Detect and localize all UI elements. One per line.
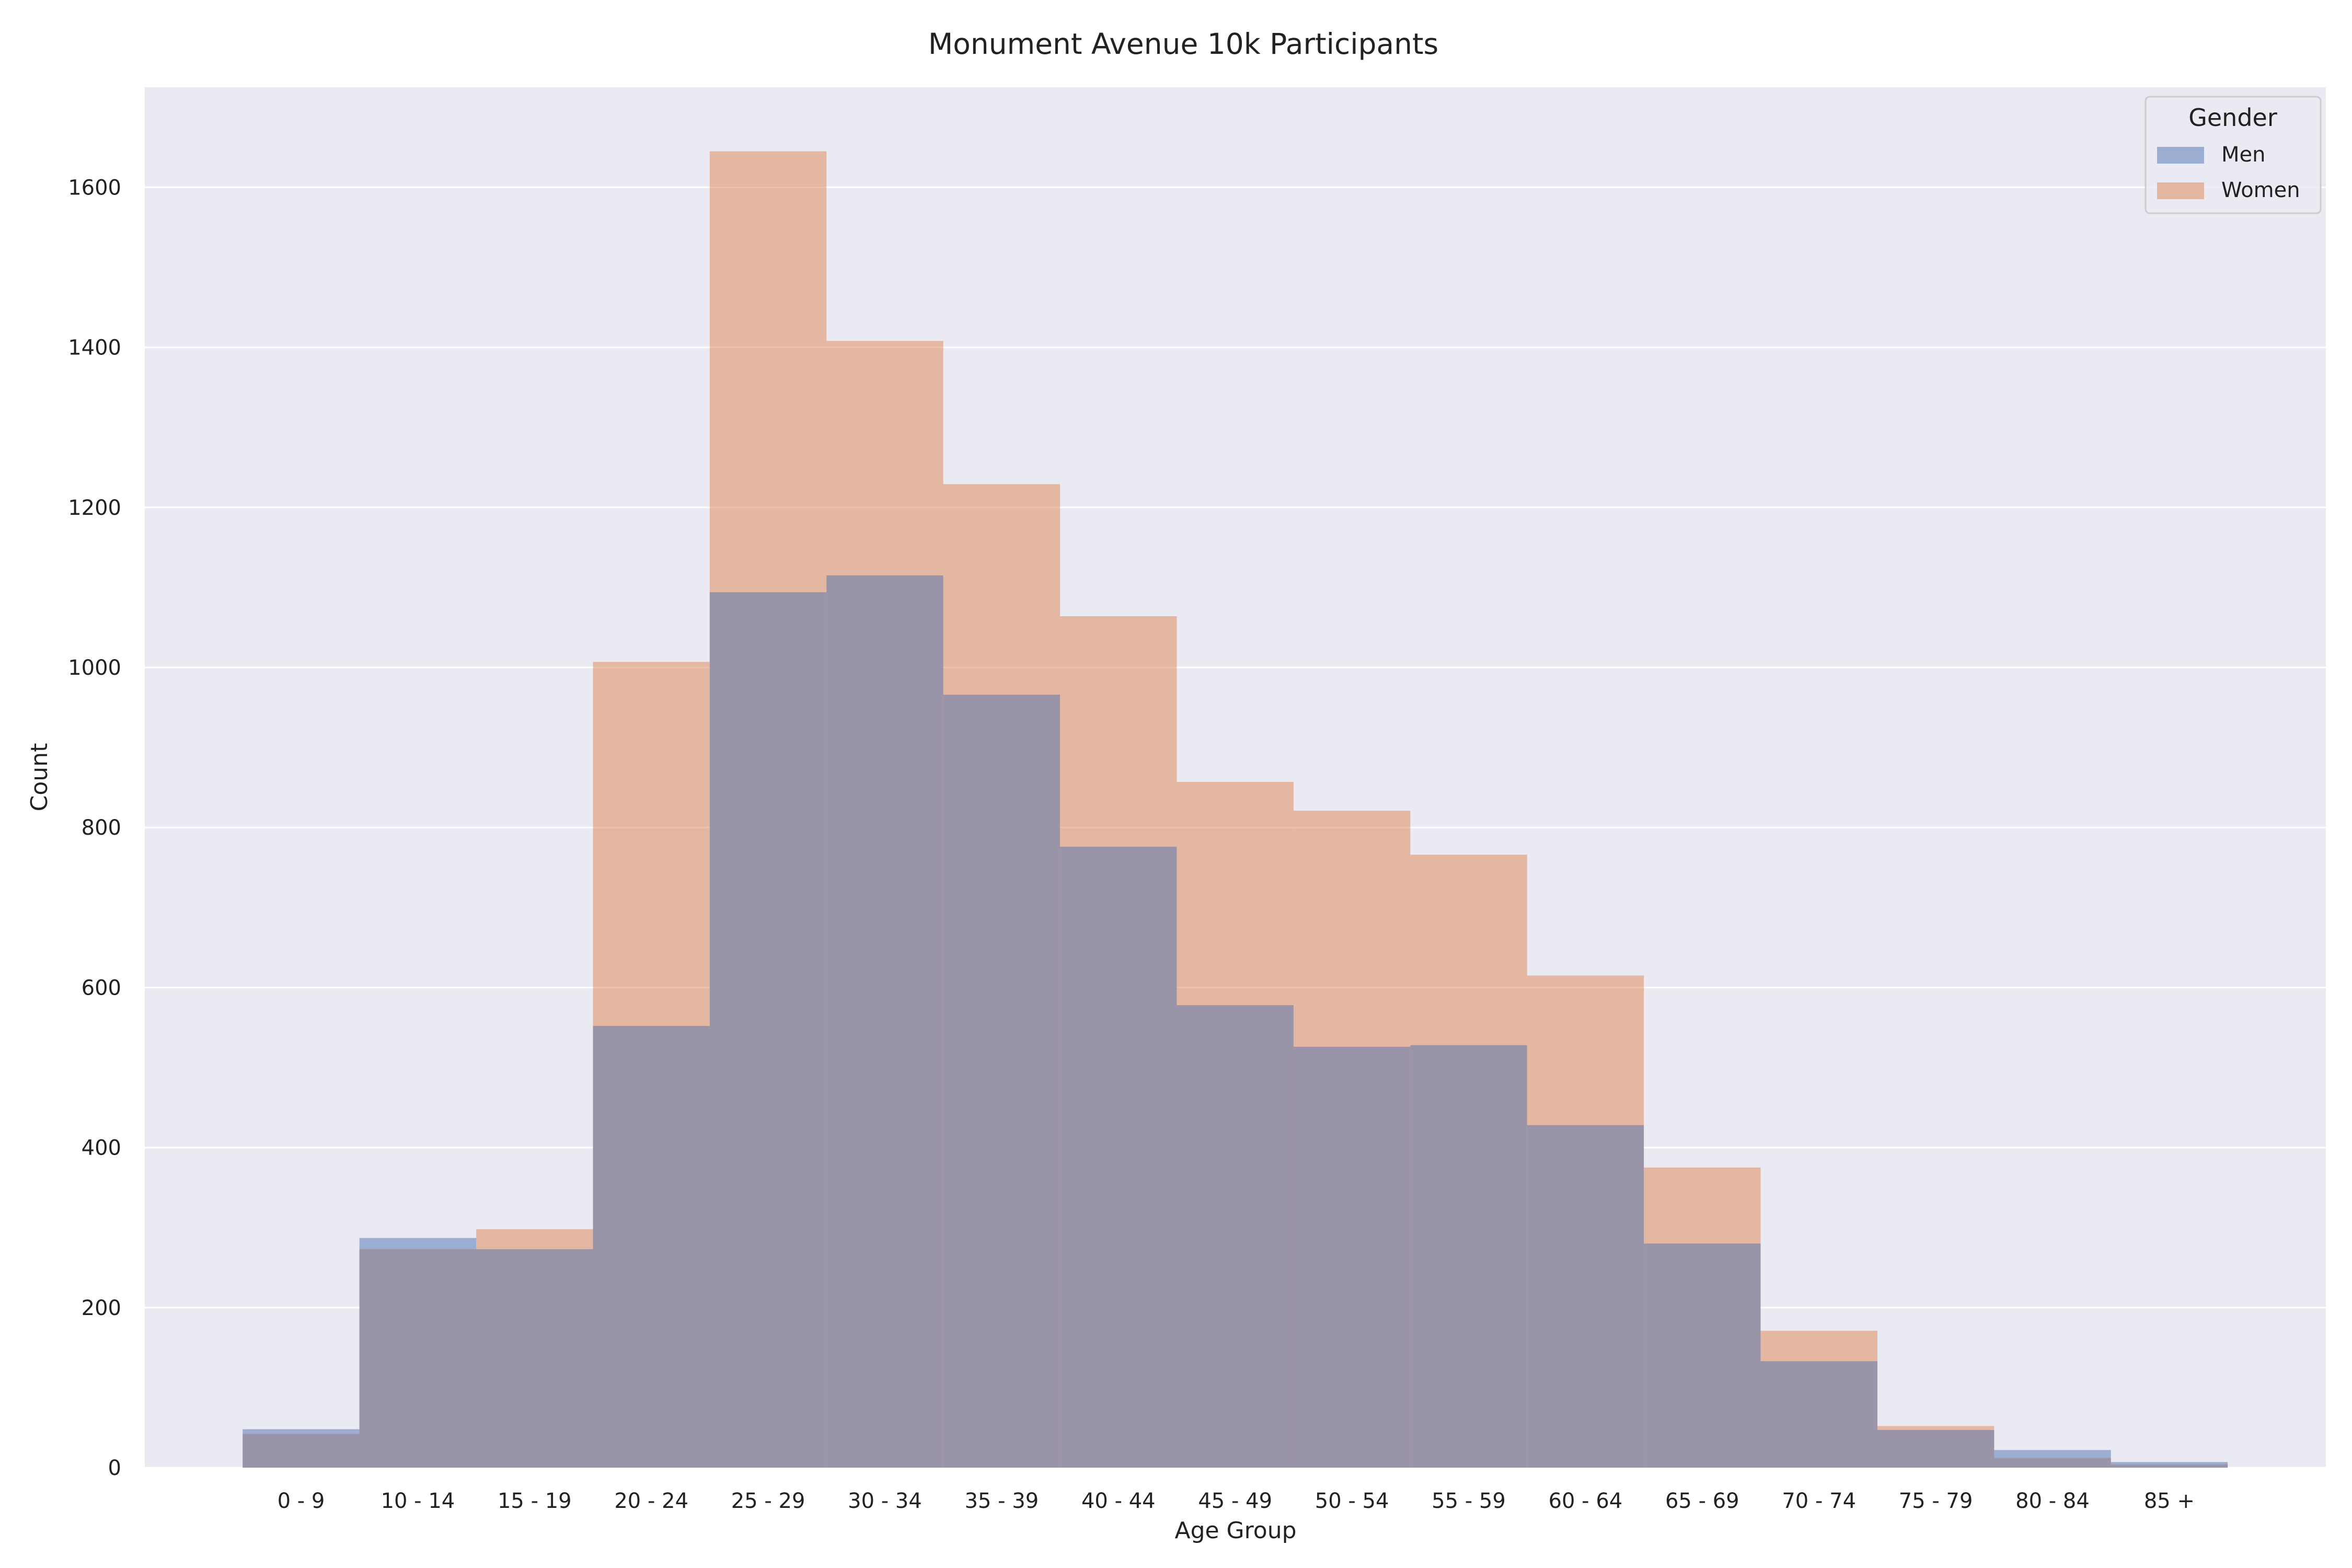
- legend-label-men: Men: [2221, 143, 2265, 167]
- y-axis-title: Count: [26, 743, 53, 812]
- legend-label-women: Women: [2221, 178, 2300, 202]
- legend-swatch-men: [2157, 147, 2204, 164]
- x-tick-label: 45 - 49: [1198, 1489, 1272, 1513]
- x-tick-label: 30 - 34: [848, 1489, 922, 1513]
- y-tick-label: 0: [108, 1456, 121, 1480]
- x-tick-label: 65 - 69: [1665, 1489, 1739, 1513]
- bar-men: [1760, 1361, 1877, 1468]
- x-tick-label: 35 - 39: [965, 1489, 1039, 1513]
- legend-swatch-women: [2157, 182, 2204, 199]
- y-tick-label: 1200: [68, 496, 121, 520]
- y-tick-label: 1600: [68, 176, 121, 200]
- legend-title: Gender: [2188, 103, 2277, 132]
- x-tick-label: 40 - 44: [1081, 1489, 1156, 1513]
- y-tick-label: 800: [82, 816, 121, 840]
- x-tick-label: 10 - 14: [381, 1489, 455, 1513]
- bar-men: [709, 592, 827, 1468]
- y-tick-label: 400: [82, 1136, 121, 1160]
- bar-men: [1527, 1125, 1644, 1468]
- bar-women: [359, 1249, 477, 1468]
- x-tick-label: 85 +: [2144, 1489, 2195, 1513]
- bar-women: [1994, 1458, 2111, 1468]
- bar-men: [476, 1249, 593, 1468]
- bar-men: [1177, 1005, 1294, 1468]
- x-tick-label: 15 - 19: [498, 1489, 572, 1513]
- y-tick-label: 1000: [68, 656, 121, 680]
- x-tick-label: 55 - 59: [1432, 1489, 1506, 1513]
- x-tick-label: 20 - 24: [614, 1489, 688, 1513]
- y-tick-labels: 0 200 400 600 800 1000 1200 1400 1600: [68, 176, 121, 1480]
- y-tick-label: 200: [82, 1296, 121, 1320]
- y-tick-label: 1400: [68, 336, 121, 360]
- bars: [243, 151, 2228, 1468]
- x-tick-label: 25 - 29: [731, 1489, 805, 1513]
- x-tick-label: 80 - 84: [2015, 1489, 2090, 1513]
- bar-men: [1410, 1045, 1527, 1468]
- bar-women: [243, 1434, 360, 1468]
- bar-men: [826, 575, 943, 1468]
- x-tick-label: 70 - 74: [1782, 1489, 1856, 1513]
- y-tick-label: 600: [82, 976, 121, 1000]
- bar-men: [943, 695, 1060, 1468]
- x-tick-label: 60 - 64: [1549, 1489, 1623, 1513]
- x-tick-labels: 0 - 9 10 - 14 15 - 19 20 - 24 25 - 29 30 - 34…: [278, 1489, 2195, 1513]
- x-tick-label: 0 - 9: [278, 1489, 325, 1513]
- legend: Gender Men Women: [2145, 96, 2322, 214]
- x-tick-label: 75 - 79: [1899, 1489, 1973, 1513]
- bar-women: [2111, 1464, 2228, 1468]
- chart-title: Monument Avenue 10k Participants: [928, 27, 1438, 61]
- bar-men: [1644, 1243, 1761, 1468]
- bar-men: [1877, 1430, 1994, 1468]
- x-tick-label: 50 - 54: [1315, 1489, 1389, 1513]
- bar-men: [1293, 1046, 1411, 1468]
- bar-men: [1060, 846, 1177, 1468]
- x-axis-title: Age Group: [1174, 1517, 1296, 1544]
- bar-men: [593, 1025, 710, 1468]
